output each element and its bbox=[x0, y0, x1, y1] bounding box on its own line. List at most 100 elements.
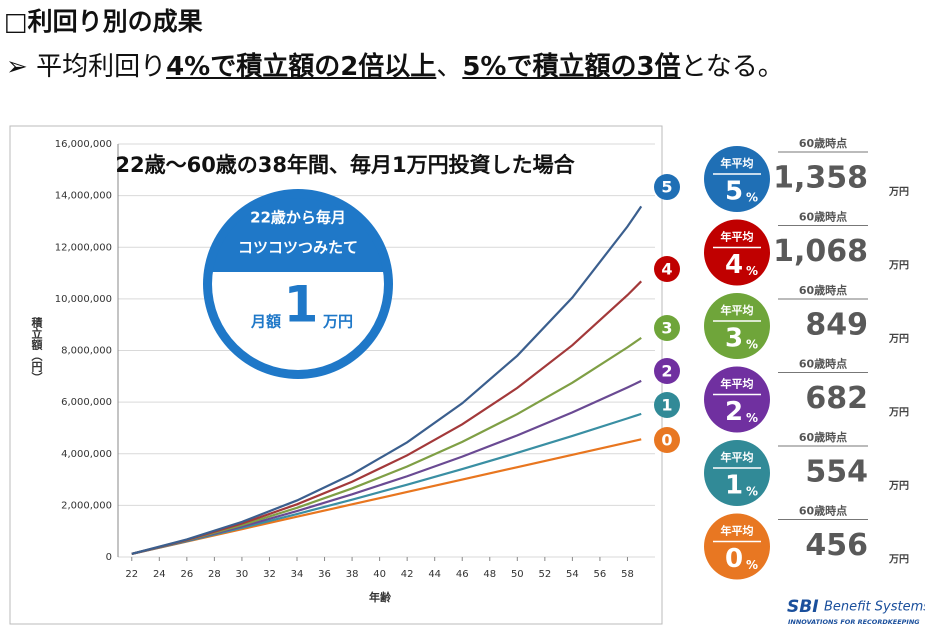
at-label: 60歳時点 bbox=[799, 430, 847, 444]
x-tick-label: 32 bbox=[263, 569, 276, 580]
annotation: 22歳～60歳の38年間、毎月1万円投資した場合 bbox=[115, 153, 575, 177]
y-tick-label: 8,000,000 bbox=[61, 346, 112, 357]
rate-unit: % bbox=[746, 191, 758, 205]
at-label: 60歳時点 bbox=[799, 357, 847, 371]
rate-badge bbox=[704, 366, 770, 433]
rate-heading: 年平均 bbox=[721, 450, 754, 464]
y-tick-label: 14,000,000 bbox=[55, 191, 112, 202]
series-line bbox=[131, 336, 642, 555]
badge-amount: 1 bbox=[284, 276, 319, 334]
at-label: 60歳時点 bbox=[799, 136, 847, 150]
rate-heading: 年平均 bbox=[721, 524, 754, 538]
rate-value: 3 bbox=[725, 324, 743, 354]
rate-badge bbox=[704, 440, 770, 506]
x-tick-label: 52 bbox=[538, 569, 551, 580]
rate-unit: % bbox=[746, 558, 758, 572]
y-tick-label: 4,000,000 bbox=[61, 449, 112, 460]
amount-unit: 万円 bbox=[888, 333, 909, 345]
amount-unit: 万円 bbox=[888, 480, 909, 492]
logo-mark: SBI bbox=[787, 597, 819, 617]
rate-heading: 年平均 bbox=[721, 377, 754, 391]
amount-unit: 万円 bbox=[888, 186, 909, 198]
amount: 1,358 bbox=[773, 161, 868, 196]
x-tick-label: 28 bbox=[208, 569, 221, 580]
y-axis-label: 積立額（円） bbox=[30, 316, 44, 383]
amount: 682 bbox=[805, 381, 868, 416]
rate-value: 2 bbox=[725, 397, 743, 427]
subtitle: ➢ 平均利回り4%で積立額の2倍以上、5%で積立額の3倍となる。 bbox=[6, 46, 784, 83]
subtitle-segment: となる。 bbox=[680, 52, 784, 82]
series-label: 2 bbox=[661, 362, 672, 381]
x-tick-label: 38 bbox=[346, 569, 359, 580]
amount-unit: 万円 bbox=[888, 407, 909, 419]
rate-unit: % bbox=[746, 338, 758, 352]
subtitle-segment: 平均利回り bbox=[36, 52, 167, 82]
rate-heading: 年平均 bbox=[721, 156, 754, 170]
rate-heading: 年平均 bbox=[721, 230, 754, 244]
series-label-bg bbox=[654, 315, 680, 341]
x-tick-label: 22 bbox=[125, 569, 138, 580]
badge-pre: 月額 bbox=[250, 313, 281, 331]
y-tick-label: 6,000,000 bbox=[61, 397, 112, 408]
badge-line1: 22歳から毎月 bbox=[250, 209, 346, 227]
amount-unit: 万円 bbox=[888, 260, 909, 272]
series-label: 3 bbox=[661, 319, 672, 338]
rate-badge bbox=[704, 219, 770, 286]
amount-unit: 万円 bbox=[888, 554, 909, 566]
at-label: 60歳時点 bbox=[799, 504, 847, 518]
y-tick-label: 2,000,000 bbox=[61, 500, 112, 511]
x-tick-label: 54 bbox=[566, 569, 579, 580]
x-tick-label: 58 bbox=[621, 569, 634, 580]
rate-badge bbox=[704, 293, 770, 359]
x-tick-label: 34 bbox=[291, 569, 304, 580]
subtitle-segment: 、 bbox=[436, 52, 463, 82]
amount: 849 bbox=[805, 308, 868, 343]
x-tick-label: 46 bbox=[456, 569, 469, 580]
plot: 0 2,000,000 4,000,000 6,000,000 8,000,000 10,… bbox=[55, 139, 655, 580]
segments: 平均利回り4%で積立額の2倍以上、5%で積立額の3倍となる。 bbox=[36, 52, 784, 82]
rate-unit: % bbox=[746, 411, 758, 425]
y-tick-label: 16,000,000 bbox=[55, 139, 112, 150]
series-label-bg bbox=[654, 174, 680, 200]
x-tick-label: 26 bbox=[180, 569, 193, 580]
series-label-bg bbox=[654, 392, 680, 418]
y-tick-label: 0 bbox=[106, 552, 112, 563]
x-tick-label: 36 bbox=[318, 569, 331, 580]
rate-value: 5 bbox=[725, 177, 743, 207]
series-label: 1 bbox=[661, 396, 672, 415]
rate-value: 1 bbox=[725, 471, 743, 501]
x-tick-label: 24 bbox=[153, 569, 166, 580]
series-label-bg bbox=[654, 427, 680, 453]
x-tick-label: 48 bbox=[483, 569, 496, 580]
series-label: 5 bbox=[661, 178, 672, 197]
y-tick-label: 12,000,000 bbox=[55, 242, 112, 253]
subtitle-segment: 5%で積立額の3倍 bbox=[462, 52, 681, 82]
bullet: ➢ bbox=[6, 52, 28, 82]
series-label-bg bbox=[654, 256, 680, 282]
at-label: 60歳時点 bbox=[799, 283, 847, 297]
series-label: 4 bbox=[661, 260, 672, 279]
page-title: □利回り別の成果 bbox=[4, 7, 203, 36]
subtitle-segment: 4%で積立額の2倍以上 bbox=[166, 52, 437, 82]
rate-value: 4 bbox=[725, 250, 743, 280]
x-tick-label: 30 bbox=[236, 569, 249, 580]
x-tick-label: 44 bbox=[428, 569, 441, 580]
badge-unit: 万円 bbox=[322, 313, 353, 331]
logo-name: Benefit Systems bbox=[824, 600, 925, 615]
rate-unit: % bbox=[746, 485, 758, 499]
rate-badge bbox=[704, 146, 770, 212]
x-tick-label: 56 bbox=[594, 569, 607, 580]
x-axis-label: 年齢 bbox=[369, 590, 392, 604]
x-tick-label: 42 bbox=[401, 569, 414, 580]
series-label: 0 bbox=[661, 431, 672, 450]
amount: 554 bbox=[805, 455, 868, 490]
x-tick-label: 40 bbox=[373, 569, 386, 580]
logo-tagline: INNOVATIONS FOR RECORDKEEPING bbox=[788, 618, 920, 626]
series-line bbox=[131, 280, 643, 555]
at-label: 60歳時点 bbox=[799, 210, 847, 224]
x-tick-label: 50 bbox=[511, 569, 524, 580]
rate-value: 0 bbox=[725, 544, 743, 574]
rate-heading: 年平均 bbox=[721, 303, 754, 317]
y-tick-label: 10,000,000 bbox=[55, 294, 112, 305]
